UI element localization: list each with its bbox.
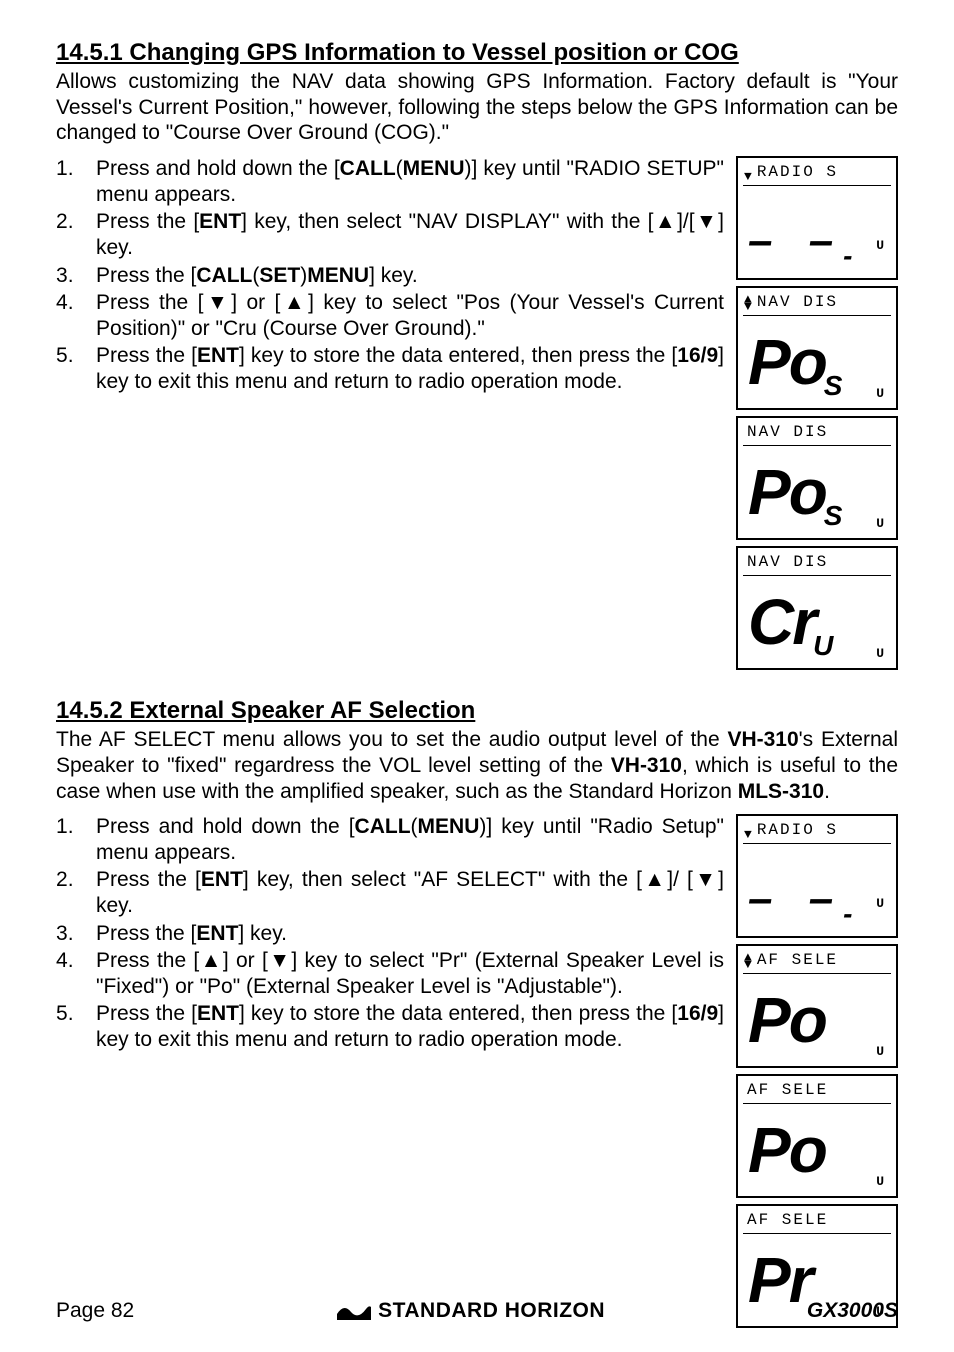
section-heading: 14.5.1 Changing GPS Information to Vesse… xyxy=(56,38,898,67)
lcd-unit: U xyxy=(876,238,884,254)
step-item: Press the [▲] or [▼] key to select "Pr" … xyxy=(56,948,724,999)
lcd-main: – –- U xyxy=(744,188,890,276)
lcd-panel: NAV DISCrUU xyxy=(736,546,898,670)
steps-list: Press and hold down the [CALL(MENU)] key… xyxy=(56,156,724,394)
lcd-column: ▼RADIO S– –-U▲▼NAV DISPoSUNAV DISPoSUNAV… xyxy=(736,156,898,670)
lcd-divider xyxy=(743,185,891,186)
lcd-value: Po xyxy=(748,988,826,1052)
lcd-main: Po U xyxy=(744,976,890,1064)
lcd-header: NAV DIS xyxy=(744,552,890,574)
lcd-value: Po xyxy=(748,1118,826,1182)
lcd-panel: ▲▼AF SELE Po U xyxy=(736,944,898,1068)
lcd-unit: U xyxy=(876,1044,884,1060)
lcd-value: Po xyxy=(748,460,826,524)
lcd-menu-label: RADIO S xyxy=(757,163,838,183)
section-body: Press and hold down the [CALL(MENU)] key… xyxy=(56,156,898,670)
lcd-menu-label: NAV DIS xyxy=(747,423,828,443)
steps-column: Press and hold down the [CALL(MENU)] key… xyxy=(56,814,736,1054)
lcd-header: AF SELE xyxy=(744,1210,890,1232)
lcd-value: Po xyxy=(748,330,826,394)
lcd-panel: NAV DIS PoS U xyxy=(736,416,898,540)
lcd-divider xyxy=(743,445,891,446)
lcd-unit: U xyxy=(876,516,884,532)
section-intro: The AF SELECT menu allows you to set the… xyxy=(56,727,898,804)
lcd-divider xyxy=(743,1233,891,1234)
step-item: Press and hold down the [CALL(MENU)] key… xyxy=(56,156,724,207)
section-1: 14.5.1 Changing GPS Information to Vesse… xyxy=(56,38,898,670)
lcd-main: PoS U xyxy=(744,448,890,536)
lcd-main: PoS U xyxy=(744,318,890,406)
lcd-main: – –- U xyxy=(744,846,890,934)
lcd-tail: U xyxy=(813,632,833,660)
lcd-tail: S xyxy=(824,502,843,530)
page-footer: Page 82 STANDARD HORIZON GX3000S xyxy=(56,1298,898,1324)
lcd-value: Cr xyxy=(748,590,815,654)
step-item: Press the [▼] or [▲] key to select "Pos … xyxy=(56,290,724,341)
steps-list: Press and hold down the [CALL(MENU)] key… xyxy=(56,814,724,1052)
section-heading: 14.5.2 External Speaker AF Selection xyxy=(56,696,898,725)
lcd-divider xyxy=(743,973,891,974)
lcd-header: ▲▼NAV DIS xyxy=(744,292,890,314)
step-item: Press the [ENT] key to store the data en… xyxy=(56,343,724,394)
lcd-main: CrUU xyxy=(744,578,890,666)
lcd-panel: ▼RADIO S – –- U xyxy=(736,814,898,938)
section-2: 14.5.2 External Speaker AF Selection The… xyxy=(56,696,898,1328)
lcd-header: ▼RADIO S xyxy=(744,162,890,184)
lcd-menu-label: RADIO S xyxy=(757,821,838,841)
lcd-main: Po U xyxy=(744,1106,890,1194)
lcd-header: NAV DIS xyxy=(744,422,890,444)
step-item: Press the [ENT] key, then select "NAV DI… xyxy=(56,209,724,260)
lcd-panel: AF SELE Po U xyxy=(736,1074,898,1198)
brand-logo: STANDARD HORIZON xyxy=(336,1298,605,1324)
section-body: Press and hold down the [CALL(MENU)] key… xyxy=(56,814,898,1328)
lcd-tail: S xyxy=(824,372,843,400)
lcd-panel: ▲▼NAV DIS PoS U xyxy=(736,286,898,410)
lcd-menu-label: AF SELE xyxy=(757,951,838,971)
lcd-unit: U xyxy=(876,896,884,912)
lcd-header: ▲▼AF SELE xyxy=(744,950,890,972)
step-item: Press the [ENT] key. xyxy=(56,921,724,947)
lcd-menu-label: AF SELE xyxy=(747,1211,828,1231)
lcd-unit: U xyxy=(876,646,884,662)
lcd-value: – – xyxy=(748,868,845,912)
lcd-unit: U xyxy=(876,386,884,402)
steps-column: Press and hold down the [CALL(MENU)] key… xyxy=(56,156,736,396)
lcd-header: ▼RADIO S xyxy=(744,820,890,842)
lcd-menu-label: NAV DIS xyxy=(757,293,838,313)
lcd-divider xyxy=(743,575,891,576)
step-item: Press the [CALL(SET)MENU] key. xyxy=(56,263,724,289)
lcd-divider xyxy=(743,843,891,844)
lcd-menu-label: AF SELE xyxy=(747,1081,828,1101)
lcd-menu-label: NAV DIS xyxy=(747,553,828,573)
lcd-tail: - xyxy=(843,242,852,270)
wave-icon xyxy=(336,1300,372,1322)
lcd-column: ▼RADIO S– –-U▲▼AF SELEPoUAF SELEPoUAF SE… xyxy=(736,814,898,1328)
lcd-divider xyxy=(743,1103,891,1104)
lcd-panel: ▼RADIO S – –- U xyxy=(736,156,898,280)
lcd-value: – – xyxy=(748,210,845,254)
lcd-header: AF SELE xyxy=(744,1080,890,1102)
step-item: Press the [ENT] key to store the data en… xyxy=(56,1001,724,1052)
lcd-tail: - xyxy=(843,900,852,928)
section-intro: Allows customizing the NAV data showing … xyxy=(56,69,898,146)
lcd-unit: U xyxy=(876,1174,884,1190)
step-item: Press the [ENT] key, then select "AF SEL… xyxy=(56,867,724,918)
lcd-divider xyxy=(743,315,891,316)
brand-text: STANDARD HORIZON xyxy=(378,1298,605,1324)
page-number: Page 82 xyxy=(56,1298,134,1324)
step-item: Press and hold down the [CALL(MENU)] key… xyxy=(56,814,724,865)
model-name: GX3000S xyxy=(807,1298,898,1324)
